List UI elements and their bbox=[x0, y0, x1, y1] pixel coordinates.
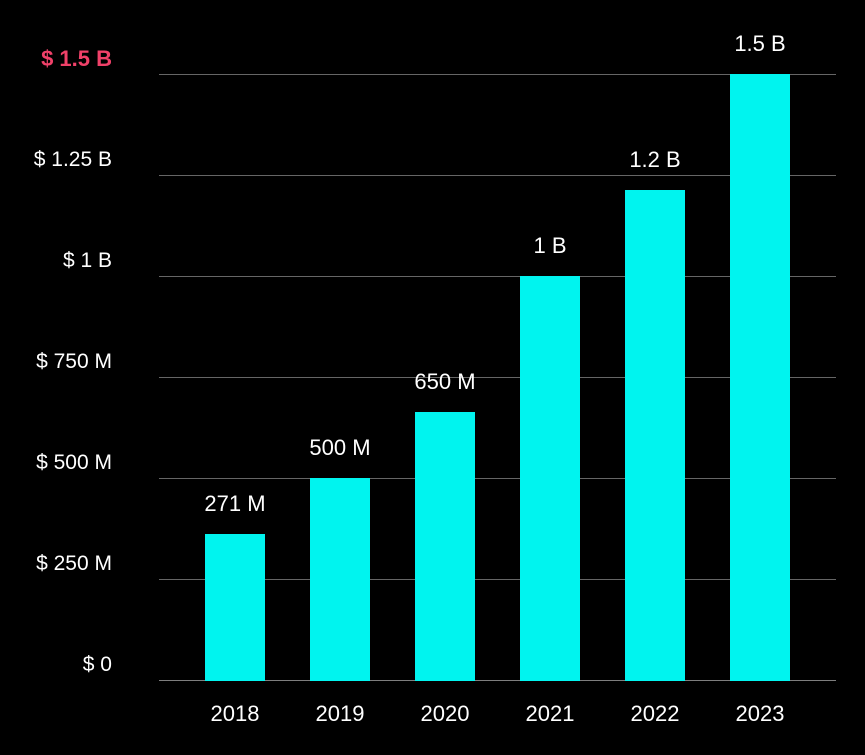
bar-2022 bbox=[625, 190, 685, 681]
x-axis-label: 2023 bbox=[735, 701, 785, 726]
gridline bbox=[159, 377, 836, 378]
y-axis-tick-label: $ 750 M bbox=[36, 350, 112, 373]
bar-2019 bbox=[310, 478, 370, 681]
bar-value-label: 1 B bbox=[533, 233, 567, 258]
y-axis-tick-label: $ 1.25 B bbox=[33, 148, 112, 171]
bar-value-label: 1.5 B bbox=[734, 31, 786, 56]
gridline bbox=[159, 74, 836, 75]
x-axis-label: 2022 bbox=[630, 701, 680, 726]
y-axis-tick-label: $ 500 M bbox=[36, 451, 112, 474]
x-axis-label: 2021 bbox=[525, 701, 575, 726]
gridline bbox=[159, 175, 836, 176]
y-axis-tick-label: $ 0 bbox=[82, 653, 112, 676]
bar-value-label: 271 M bbox=[204, 491, 266, 516]
bar-2021 bbox=[520, 276, 580, 681]
x-axis-label: 2018 bbox=[210, 701, 260, 726]
bar-value-label: 500 M bbox=[309, 435, 371, 460]
bar-2018 bbox=[205, 534, 265, 681]
bar-2023 bbox=[730, 74, 790, 681]
bar-2020 bbox=[415, 412, 475, 681]
bar-value-label: 1.2 B bbox=[629, 147, 681, 172]
y-axis-tick-label: $ 1 B bbox=[62, 249, 112, 272]
gridline bbox=[159, 579, 836, 580]
x-axis-label: 2019 bbox=[315, 701, 365, 726]
x-axis-label: 2020 bbox=[420, 701, 470, 726]
gridline bbox=[159, 276, 836, 277]
y-axis-tick-label: $ 250 M bbox=[36, 552, 112, 575]
gridline bbox=[159, 478, 836, 479]
gridline bbox=[159, 680, 836, 681]
y-axis-tick-label-highlight: $ 1.5 B bbox=[41, 46, 112, 71]
bar-value-label: 650 M bbox=[414, 369, 476, 394]
